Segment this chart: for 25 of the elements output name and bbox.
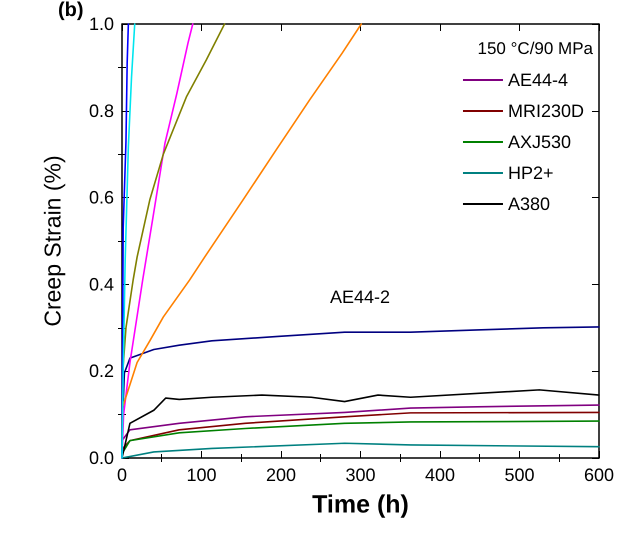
annotation: AE44-2 — [330, 287, 390, 307]
x-axis-title: Time (h) — [312, 490, 409, 518]
x-tick-label: 600 — [584, 465, 614, 485]
y-tick-label: 0.8 — [88, 100, 114, 121]
x-tick-label: 500 — [504, 465, 535, 485]
y-tick-label: 0.2 — [88, 361, 114, 382]
x-tick-label: 100 — [186, 465, 217, 485]
line-series — [121, 412, 600, 450]
legend-label: A380 — [508, 194, 550, 214]
y-tick-label: 0.0 — [88, 448, 114, 468]
legend-label: MRI230D — [508, 101, 584, 121]
chart-title: (b) — [58, 0, 84, 21]
x-tick-label: 400 — [424, 465, 456, 485]
legend-title: 150 °C/90 MPa — [478, 39, 594, 58]
legend-label: AE44-4 — [508, 70, 568, 90]
x-tick-label: 200 — [266, 465, 296, 485]
x-tick-label: 0 — [116, 465, 128, 485]
y-axis-title: Creep Strain (%) — [40, 155, 66, 327]
legend-label: AXJ530 — [508, 132, 572, 152]
y-tick-label: 0.6 — [88, 188, 114, 208]
legend-label: HP2+ — [508, 163, 554, 183]
line-series — [121, 404, 600, 442]
y-tick-label: 1.0 — [88, 14, 114, 34]
x-tick-label: 300 — [345, 465, 376, 485]
y-tick-label: 0.4 — [88, 274, 114, 294]
